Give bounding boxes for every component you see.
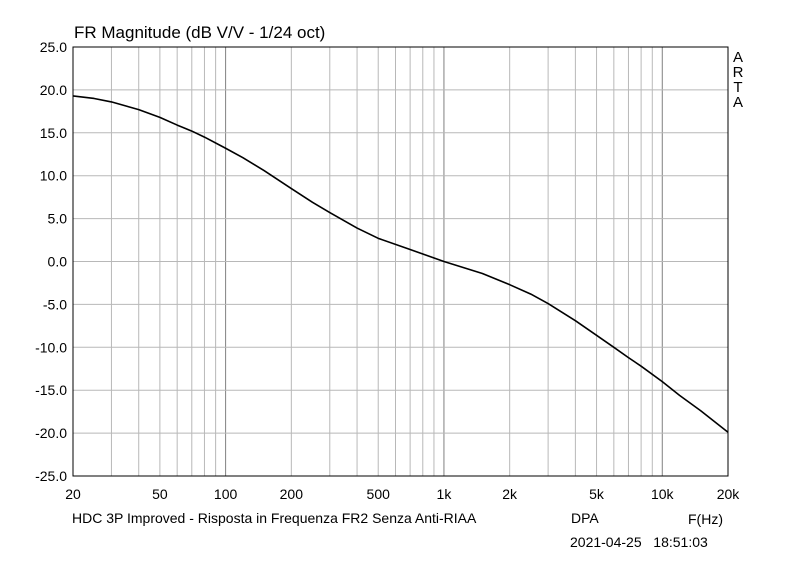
- y-tick-label: -10.0: [35, 339, 67, 355]
- brand-letter: T: [733, 79, 742, 96]
- footer-timestamp: 2021-04-25 18:51:03: [570, 534, 708, 550]
- x-tick-label: 500: [367, 486, 391, 502]
- y-tick-label: -15.0: [35, 382, 67, 398]
- brand-letter: A: [733, 49, 743, 66]
- y-tick-label: 15.0: [40, 125, 67, 141]
- series-layer: [72, 95, 729, 433]
- x-axis-unit: F(Hz): [688, 511, 723, 527]
- x-tick-label: 20k: [717, 486, 741, 502]
- x-tick-label: 200: [280, 486, 304, 502]
- series-line: [72, 95, 729, 433]
- y-tick-label: -25.0: [35, 468, 67, 484]
- x-tick-labels: 20 50 100 200 500 1k 2k 5k 10k 20k: [65, 486, 740, 502]
- x-tick-label: 10k: [651, 486, 675, 502]
- y-tick-label: -20.0: [35, 425, 67, 441]
- x-tick-label: 50: [152, 486, 168, 502]
- y-tick-label: 5.0: [48, 211, 68, 227]
- y-tick-label: 20.0: [40, 82, 67, 98]
- grid: [73, 47, 728, 476]
- x-tick-label: 20: [65, 486, 81, 502]
- footer-description: HDC 3P Improved - Risposta in Frequenza …: [72, 510, 477, 526]
- x-tick-label: 100: [214, 486, 238, 502]
- x-tick-label: 1k: [437, 486, 453, 502]
- y-tick-labels: 25.0 20.0 15.0 10.0 5.0 0.0 -5.0 -10.0 -15.0 -20.…: [35, 39, 67, 484]
- y-tick-label: 25.0: [40, 39, 67, 55]
- x-tick-label: 5k: [589, 486, 605, 502]
- footer-author: DPA: [571, 510, 599, 526]
- chart-title: FR Magnitude (dB V/V - 1/24 oct): [74, 23, 325, 42]
- plot-frame: [72, 46, 729, 477]
- brand-letter: R: [733, 64, 744, 81]
- x-tick-label: 2k: [502, 486, 518, 502]
- y-tick-label: 10.0: [40, 168, 67, 184]
- brand-letter: A: [733, 94, 743, 111]
- y-tick-label: 0.0: [48, 254, 68, 270]
- y-tick-label: -5.0: [43, 296, 67, 312]
